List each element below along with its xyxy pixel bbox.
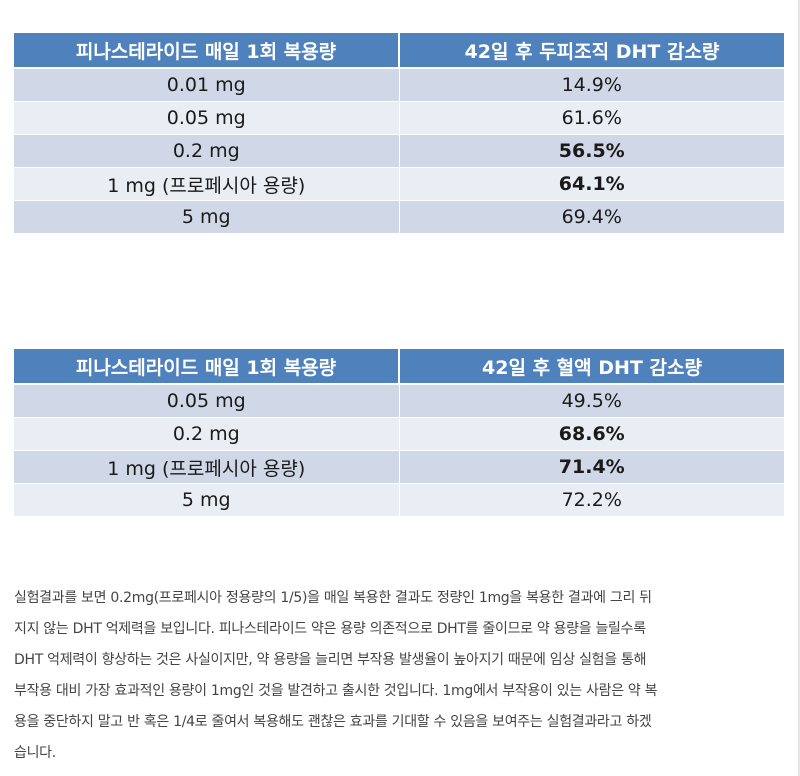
paragraph-line: 지지 않는 DHT 억제력을 보입니다. 피나스테라이드 약은 용량 의존적으로… xyxy=(14,621,646,637)
results-paragraph: 실험결과를 보면 0.2mg(프로페시아 정용량의 1/5)을 매일 복용한 결… xyxy=(14,583,784,769)
table-row: 5 mg 72.2% xyxy=(14,483,784,517)
reduction-cell: 49.5% xyxy=(399,384,784,418)
table-row: 0.05 mg 49.5% xyxy=(14,384,784,418)
dose-cell: 5 mg xyxy=(14,483,400,517)
blood-dht-table: 피나스테라이드 매일 1회 복용량 42일 후 혈액 DHT 감소량 0.05 … xyxy=(14,349,784,517)
dose-cell: 1 mg (프로페시아 용량) xyxy=(14,167,400,201)
table-row: 0.01 mg 14.9% xyxy=(14,68,784,102)
dose-cell: 0.2 mg xyxy=(14,134,400,168)
dose-cell: 0.01 mg xyxy=(14,68,400,102)
table-row: 0.2 mg 56.5% xyxy=(14,134,784,168)
dose-column-header: 피나스테라이드 매일 1회 복용량 xyxy=(14,33,400,69)
reduction-cell: 14.9% xyxy=(399,68,784,102)
table-row: 0.05 mg 61.6% xyxy=(14,101,784,135)
table-header-row: 피나스테라이드 매일 1회 복용량 42일 후 두피조직 DHT 감소량 xyxy=(14,33,784,69)
dose-cell: 0.2 mg xyxy=(14,417,400,451)
table-row: 0.2 mg 68.6% xyxy=(14,417,784,451)
paragraph-line: 용을 중단하지 말고 반 혹은 1/4로 줄여서 복용해도 괜찮은 효과를 기대… xyxy=(14,714,652,730)
reduction-cell: 64.1% xyxy=(399,167,784,201)
reduction-cell: 68.6% xyxy=(399,417,784,451)
table-row: 1 mg (프로페시아 용량) 71.4% xyxy=(14,450,784,484)
paragraph-line: 실험결과를 보면 0.2mg(프로페시아 정용량의 1/5)을 매일 복용한 결… xyxy=(14,590,652,606)
reduction-cell: 71.4% xyxy=(399,450,784,484)
paragraph-line: 부작용 대비 가장 효과적인 용량이 1mg인 것을 발견하고 출시한 것입니다… xyxy=(14,683,658,699)
dose-column-header: 피나스테라이드 매일 1회 복용량 xyxy=(14,349,400,385)
scalp-reduction-column-header: 42일 후 두피조직 DHT 감소량 xyxy=(399,33,784,69)
table-row: 5 mg 69.4% xyxy=(14,200,784,234)
dose-cell: 0.05 mg xyxy=(14,101,400,135)
blood-reduction-column-header: 42일 후 혈액 DHT 감소량 xyxy=(399,349,784,385)
reduction-cell: 72.2% xyxy=(399,483,784,517)
paragraph-line: 습니다. xyxy=(14,745,56,761)
scalp-dht-table: 피나스테라이드 매일 1회 복용량 42일 후 두피조직 DHT 감소량 0.0… xyxy=(14,33,784,234)
paragraph-line: DHT 억제력이 향상하는 것은 사실이지만, 약 용량을 늘리면 부작용 발생… xyxy=(14,652,647,668)
scalp-dht-data-table: 피나스테라이드 매일 1회 복용량 42일 후 두피조직 DHT 감소량 0.0… xyxy=(14,33,784,234)
dose-cell: 1 mg (프로페시아 용량) xyxy=(14,450,400,484)
dose-cell: 0.05 mg xyxy=(14,384,400,418)
page-edge-divider xyxy=(798,0,800,776)
blood-dht-data-table: 피나스테라이드 매일 1회 복용량 42일 후 혈액 DHT 감소량 0.05 … xyxy=(14,349,784,517)
reduction-cell: 61.6% xyxy=(399,101,784,135)
table-header-row: 피나스테라이드 매일 1회 복용량 42일 후 혈액 DHT 감소량 xyxy=(14,349,784,385)
dose-cell: 5 mg xyxy=(14,200,400,234)
reduction-cell: 56.5% xyxy=(399,134,784,168)
reduction-cell: 69.4% xyxy=(399,200,784,234)
table-row: 1 mg (프로페시아 용량) 64.1% xyxy=(14,167,784,201)
